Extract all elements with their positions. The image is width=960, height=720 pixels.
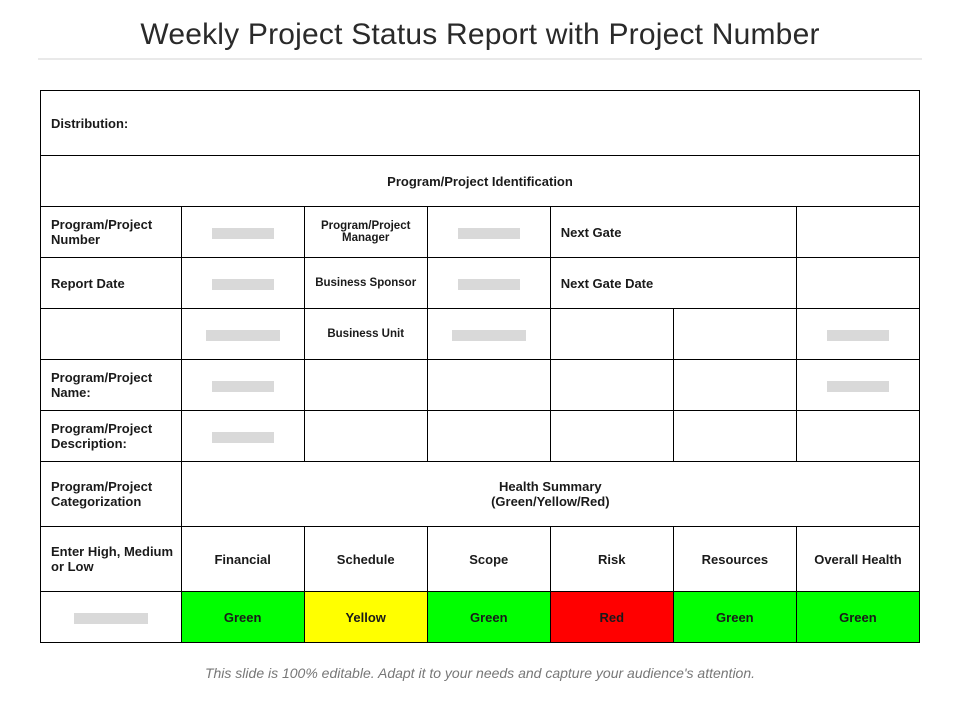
label-business-unit: Business Unit: [304, 309, 427, 360]
value-project-number: [181, 207, 304, 258]
slide-container: { "title": "Weekly Project Status Report…: [0, 0, 960, 720]
label-categorization: Program/Project Categorization: [41, 462, 182, 527]
placeholder-icon: [212, 432, 274, 443]
cell-r6-c6: [673, 360, 796, 411]
placeholder-icon: [452, 330, 526, 341]
row-categorization: Program/Project Categorization Health Su…: [41, 462, 920, 527]
status-schedule: Yellow: [304, 592, 427, 643]
col-financial: Financial: [181, 527, 304, 592]
status-resources: Green: [673, 592, 796, 643]
value-project-manager: [427, 207, 550, 258]
row-health-headers: Enter High, Medium or Low Financial Sche…: [41, 527, 920, 592]
cell-r6-c4: [427, 360, 550, 411]
col-overall: Overall Health: [796, 527, 919, 592]
row-project-description: Program/Project Description:: [41, 411, 920, 462]
placeholder-icon: [212, 279, 274, 290]
col-risk: Risk: [550, 527, 673, 592]
value-business-sponsor: [427, 258, 550, 309]
status-table: Distribution: Program/Project Identifica…: [40, 90, 920, 643]
cell-r6-c5: [550, 360, 673, 411]
label-report-date: Report Date: [41, 258, 182, 309]
placeholder-icon: [74, 613, 148, 624]
col-scope: Scope: [427, 527, 550, 592]
status-financial: Green: [181, 592, 304, 643]
value-blank-2: [673, 309, 796, 360]
value-project-description: [181, 411, 304, 462]
cell-r7-c5: [550, 411, 673, 462]
row-health-status: Green Yellow Green Red Green Green: [41, 592, 920, 643]
label-health-summary: Health Summary (Green/Yellow/Red): [181, 462, 919, 527]
slide-title: Weekly Project Status Report with Projec…: [40, 18, 920, 52]
placeholder-icon: [458, 279, 520, 290]
row-project-number: Program/Project Number Program/Project M…: [41, 207, 920, 258]
label-next-gate: Next Gate: [550, 207, 796, 258]
value-report-date: [181, 258, 304, 309]
cell-r7-c4: [427, 411, 550, 462]
value-business-unit: [427, 309, 550, 360]
placeholder-icon: [827, 330, 889, 341]
col-resources: Resources: [673, 527, 796, 592]
row-business-unit: Business Unit: [41, 309, 920, 360]
label-priority: Enter High, Medium or Low: [41, 527, 182, 592]
label-blank-1: [41, 309, 182, 360]
status-risk: Red: [550, 592, 673, 643]
placeholder-icon: [458, 228, 520, 239]
placeholder-icon: [212, 381, 274, 392]
row-report-date: Report Date Business Sponsor Next Gate D…: [41, 258, 920, 309]
value-next-gate: [796, 207, 919, 258]
label-project-description: Program/Project Description:: [41, 411, 182, 462]
placeholder-icon: [212, 228, 274, 239]
value-project-name: [181, 360, 304, 411]
status-overall: Green: [796, 592, 919, 643]
value-priority: [41, 592, 182, 643]
row-distribution: Distribution:: [41, 91, 920, 156]
col-schedule: Schedule: [304, 527, 427, 592]
label-next-gate-date: Next Gate Date: [550, 258, 796, 309]
row-project-name: Program/Project Name:: [41, 360, 920, 411]
label-project-name: Program/Project Name:: [41, 360, 182, 411]
title-underline: [38, 58, 922, 60]
cell-r6-c3: [304, 360, 427, 411]
value-next-gate-date: [796, 258, 919, 309]
cell-r7-c6: [673, 411, 796, 462]
value-blank-1: [181, 309, 304, 360]
placeholder-icon: [206, 330, 280, 341]
label-business-sponsor: Business Sponsor: [304, 258, 427, 309]
cell-identification-header: Program/Project Identification: [41, 156, 920, 207]
label-project-number: Program/Project Number: [41, 207, 182, 258]
footer-note: This slide is 100% editable. Adapt it to…: [40, 665, 920, 681]
cell-distribution: Distribution:: [41, 91, 920, 156]
cell-r7-c3: [304, 411, 427, 462]
value-blank-3: [796, 309, 919, 360]
row-identification-header: Program/Project Identification: [41, 156, 920, 207]
placeholder-icon: [827, 381, 889, 392]
label-project-manager: Program/Project Manager: [304, 207, 427, 258]
cell-r7-c7: [796, 411, 919, 462]
label-blank-2: [550, 309, 673, 360]
cell-r6-c7: [796, 360, 919, 411]
health-summary-line1: Health Summary: [499, 479, 602, 494]
status-scope: Green: [427, 592, 550, 643]
health-summary-line2: (Green/Yellow/Red): [491, 494, 609, 509]
